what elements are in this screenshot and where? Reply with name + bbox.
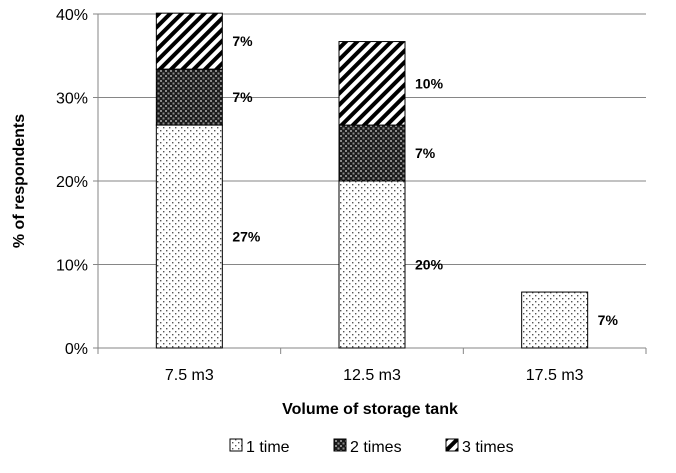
data-label: 7%: [598, 312, 619, 328]
y-tick-label: 20%: [56, 174, 88, 191]
legend-label: 3 times: [462, 439, 514, 456]
x-axis-title: Volume of storage tank: [282, 401, 458, 418]
y-tick-label: 40%: [56, 7, 88, 24]
y-axis-title: % of respondents: [11, 114, 28, 248]
data-label: 7%: [232, 33, 253, 49]
data-label: 7%: [232, 89, 253, 105]
bar-segment: [521, 291, 589, 349]
data-label: 7%: [415, 145, 436, 161]
bars: [155, 12, 589, 349]
bar-segment: [155, 124, 223, 349]
y-tick-label: 10%: [56, 258, 88, 275]
legend-swatch: [445, 438, 459, 452]
x-tick-label: 17.5 m3: [526, 367, 584, 384]
legend-swatch: [333, 438, 347, 452]
x-tick-label: 7.5 m3: [165, 367, 214, 384]
y-tick-label: 30%: [56, 91, 88, 108]
bar-segment: [338, 180, 406, 349]
axes: 0% 10% 20% 30% 40% 7.5 m3 12.5 m3 17.5 m3: [56, 7, 647, 384]
data-labels: 27% 7% 7% 20% 7% 10% 7%: [232, 33, 618, 328]
bar-segment: [338, 41, 406, 126]
legend-label: 1 time: [246, 439, 290, 456]
data-label: 10%: [415, 75, 444, 91]
legend: 1 time 2 times 3 times: [229, 438, 514, 456]
legend-swatch: [229, 438, 243, 452]
bar-segment: [155, 68, 223, 126]
data-label: 27%: [232, 229, 261, 245]
bar-segment: [155, 12, 223, 70]
x-tick-label: 12.5 m3: [343, 367, 401, 384]
bar-segment: [338, 124, 406, 182]
y-tick-label: 0%: [65, 341, 88, 358]
data-label: 20%: [415, 257, 444, 273]
legend-label: 2 times: [350, 439, 402, 456]
